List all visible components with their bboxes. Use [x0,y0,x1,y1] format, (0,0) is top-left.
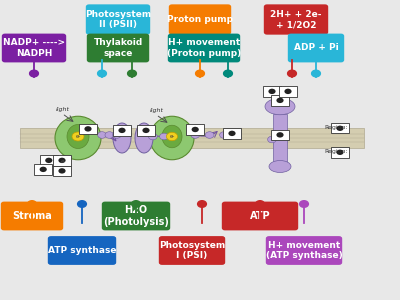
Circle shape [98,132,106,138]
Circle shape [288,70,296,77]
Text: NADP+ ---->
NADPH: NADP+ ----> NADPH [3,38,65,58]
Circle shape [142,128,150,133]
FancyBboxPatch shape [113,125,131,136]
Text: H+ movement
(Proton pump): H+ movement (Proton pump) [167,38,241,58]
Circle shape [284,89,292,94]
Circle shape [45,158,52,163]
FancyBboxPatch shape [102,202,170,230]
Circle shape [132,201,140,207]
Circle shape [312,70,320,77]
Circle shape [148,133,157,140]
Circle shape [268,89,276,94]
Circle shape [224,70,232,77]
Circle shape [276,98,284,103]
FancyBboxPatch shape [263,86,281,97]
FancyBboxPatch shape [169,4,231,34]
FancyBboxPatch shape [222,202,298,230]
Circle shape [336,150,344,155]
Circle shape [128,70,136,77]
Text: e-: e- [169,134,175,139]
Circle shape [160,133,168,140]
Circle shape [84,126,92,132]
Text: light: light [150,108,164,113]
Ellipse shape [67,124,89,148]
Circle shape [220,132,228,138]
Ellipse shape [150,116,194,160]
FancyBboxPatch shape [264,4,328,34]
Circle shape [191,132,200,138]
FancyBboxPatch shape [271,130,289,140]
FancyBboxPatch shape [168,34,240,62]
Text: H2O
(Photolysis): H2O (Photolysis) [103,205,169,227]
Circle shape [98,70,106,77]
Circle shape [205,132,214,138]
Circle shape [58,158,66,163]
FancyBboxPatch shape [2,34,66,62]
Circle shape [40,167,47,172]
Circle shape [300,201,308,207]
Ellipse shape [113,123,131,153]
FancyBboxPatch shape [86,4,150,34]
FancyBboxPatch shape [1,202,63,230]
Text: Proton pump: Proton pump [167,15,233,24]
Circle shape [276,132,284,138]
Text: ATP synthase: ATP synthase [48,246,116,255]
Circle shape [198,201,206,207]
FancyBboxPatch shape [159,236,225,265]
FancyBboxPatch shape [223,128,241,139]
Text: 2H+ + 2e-
+ 1/2O2: 2H+ + 2e- + 1/2O2 [270,10,322,29]
Circle shape [228,131,236,136]
FancyBboxPatch shape [53,155,71,166]
Text: Photosystem
II (PSII): Photosystem II (PSII) [85,10,151,29]
Circle shape [78,201,86,207]
Ellipse shape [265,98,295,115]
Text: ATP: ATP [250,211,270,221]
Circle shape [58,168,66,174]
Text: H+ movement
(ATP synthase): H+ movement (ATP synthase) [266,241,342,260]
Ellipse shape [135,123,153,153]
Text: ADP + Pi: ADP + Pi [294,44,338,52]
FancyBboxPatch shape [279,86,297,97]
FancyBboxPatch shape [273,114,287,164]
FancyBboxPatch shape [79,124,97,134]
Circle shape [256,201,264,207]
FancyBboxPatch shape [331,147,349,158]
Circle shape [268,136,276,143]
Text: e-: e- [75,134,81,139]
FancyBboxPatch shape [331,123,349,134]
FancyBboxPatch shape [271,95,289,106]
Circle shape [28,201,36,207]
Ellipse shape [274,92,286,100]
Text: Stroma: Stroma [12,211,52,221]
FancyBboxPatch shape [53,166,71,176]
Text: e-: e- [61,159,66,164]
Text: Region:: Region: [324,149,348,154]
Ellipse shape [162,125,182,148]
Circle shape [112,132,121,138]
Circle shape [196,70,204,77]
Text: light: light [56,107,70,112]
Text: Region:: Region: [324,125,348,130]
FancyBboxPatch shape [137,125,155,136]
FancyBboxPatch shape [40,155,58,166]
Circle shape [30,70,38,77]
Ellipse shape [269,160,291,172]
Circle shape [192,127,199,132]
FancyBboxPatch shape [20,128,364,148]
FancyBboxPatch shape [288,34,344,62]
Text: Photosystem
I (PSI): Photosystem I (PSI) [159,241,225,260]
Circle shape [72,132,84,141]
Ellipse shape [55,116,101,160]
FancyBboxPatch shape [48,236,116,265]
FancyBboxPatch shape [87,34,149,62]
FancyBboxPatch shape [186,124,204,135]
Text: Thylakoid
space: Thylakoid space [93,38,143,58]
Circle shape [105,132,114,138]
Circle shape [118,128,126,133]
Circle shape [166,132,178,141]
Circle shape [336,126,344,131]
FancyBboxPatch shape [266,236,342,265]
FancyBboxPatch shape [34,164,52,175]
